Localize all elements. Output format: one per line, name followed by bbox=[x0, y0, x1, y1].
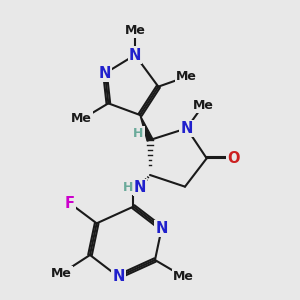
Text: Me: Me bbox=[124, 23, 146, 37]
Text: Me: Me bbox=[71, 112, 92, 125]
Text: Me: Me bbox=[173, 270, 194, 283]
Text: O: O bbox=[227, 151, 240, 166]
Text: N: N bbox=[155, 221, 168, 236]
Text: N: N bbox=[134, 180, 146, 195]
Text: H: H bbox=[133, 127, 143, 140]
Text: Me: Me bbox=[176, 70, 197, 83]
Text: F: F bbox=[65, 196, 75, 211]
Polygon shape bbox=[140, 115, 153, 141]
Text: N: N bbox=[181, 121, 193, 136]
Text: N: N bbox=[112, 269, 124, 284]
Text: Me: Me bbox=[51, 267, 72, 280]
Text: H: H bbox=[123, 181, 134, 194]
Text: N: N bbox=[129, 47, 141, 62]
Text: Me: Me bbox=[193, 98, 214, 112]
Text: N: N bbox=[99, 66, 111, 81]
